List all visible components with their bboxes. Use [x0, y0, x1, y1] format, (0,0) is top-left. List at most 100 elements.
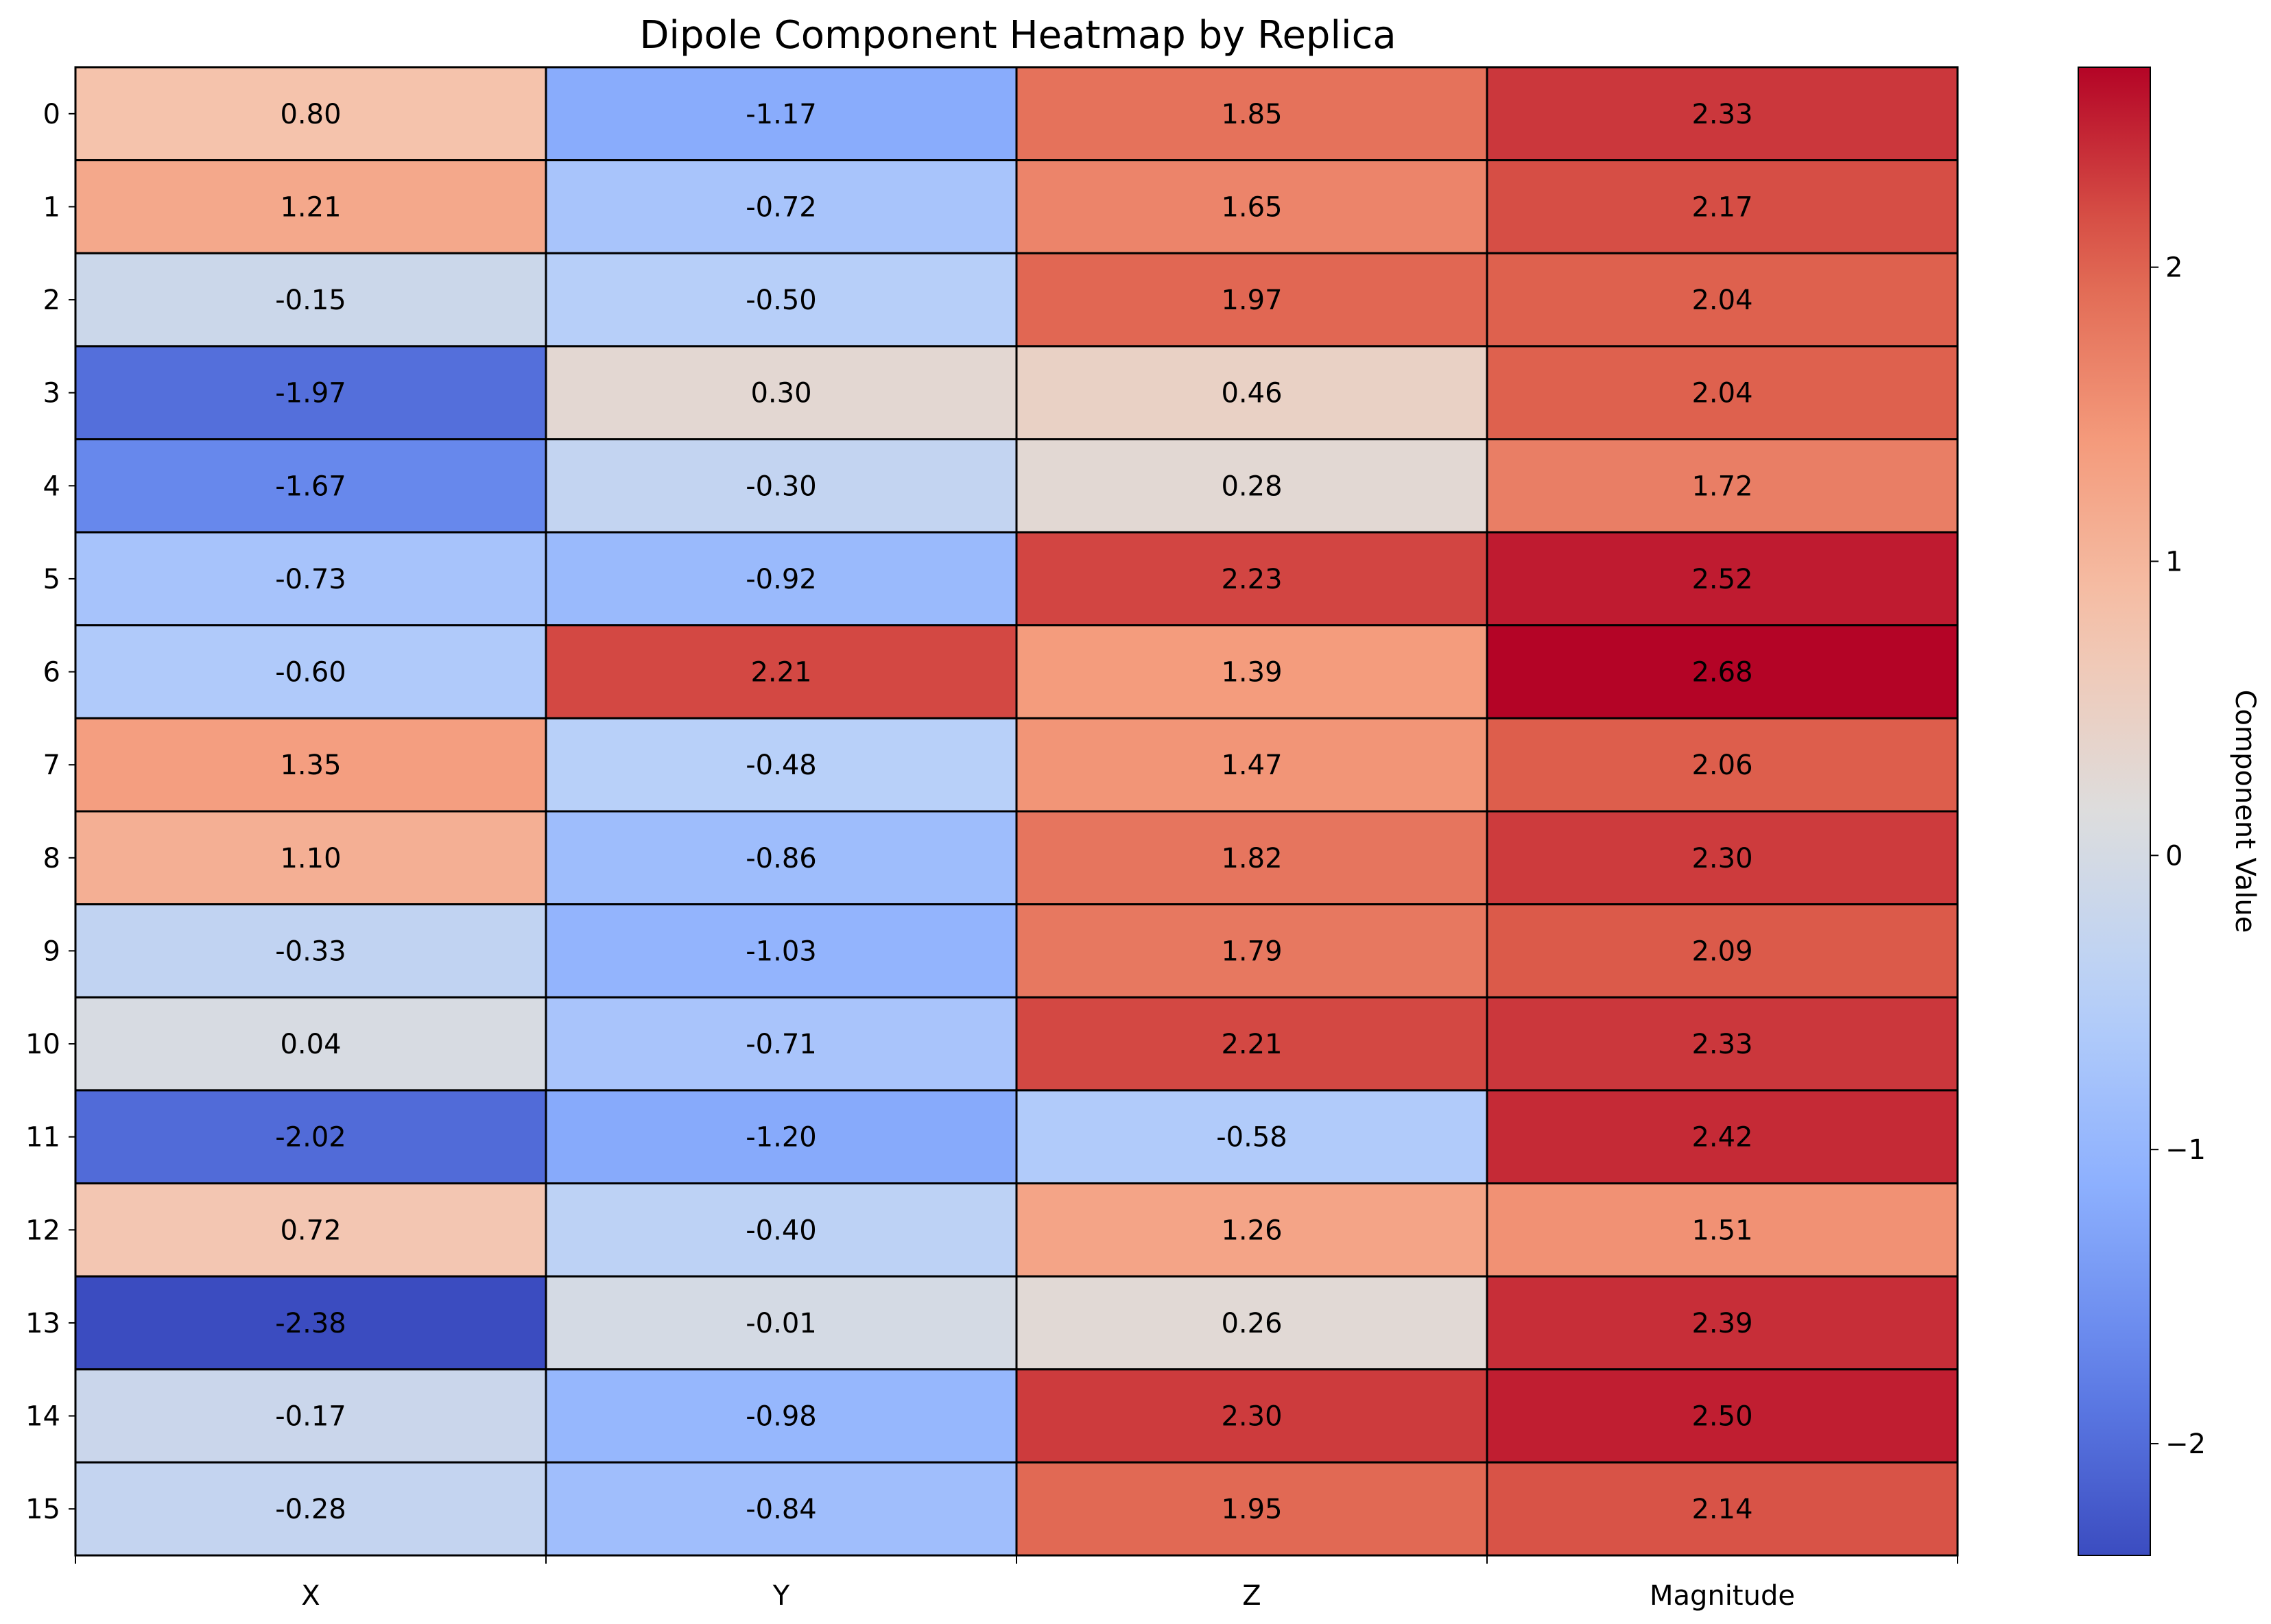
cell-value-label: -0.58 [1216, 1122, 1287, 1154]
chart-title: Dipole Component Heatmap by Replica [639, 13, 1396, 58]
heatmap-cell [1015, 810, 1488, 906]
cell-value-label: 1.82 [1221, 843, 1282, 874]
cell-value-label: 2.52 [1691, 564, 1752, 595]
heatmap-cell [1015, 531, 1488, 627]
cell-value-label: -0.73 [275, 564, 346, 595]
cell-value-label: 1.26 [1221, 1215, 1282, 1246]
heatmap-cell [1015, 1182, 1488, 1278]
cell-value-label: 2.04 [1691, 378, 1752, 409]
cell-value-label: -2.02 [275, 1122, 346, 1154]
row-tick-label: 13 [25, 1308, 60, 1339]
heatmap-cell [1486, 159, 1959, 254]
colorbar-label: Component Value [2229, 690, 2261, 933]
heatmap-cell [1015, 996, 1488, 1092]
heatmap-cell [74, 66, 547, 162]
cell-value-label: -0.33 [275, 935, 346, 967]
cell-value-label: 1.21 [280, 191, 341, 223]
heatmap-cell [1015, 1275, 1488, 1371]
heatmap-cell [545, 345, 1018, 440]
cell-value-label: -0.92 [746, 564, 817, 595]
heatmap-cells: 0.80 -1.17 1.85 2.33 1.21 -0.72 1.65 2.17 -0.15 -… [74, 66, 1959, 1557]
cell-value-label: 1.47 [1221, 750, 1282, 781]
cell-value-label: 0.04 [280, 1029, 341, 1060]
row-tick-label: 7 [43, 750, 60, 781]
cell-value-label: -0.17 [275, 1401, 346, 1433]
heatmap-cell [1015, 1368, 1488, 1464]
cell-value-label: 2.68 [1691, 657, 1752, 689]
heatmap-cell [545, 66, 1018, 162]
column-tick-label: Z [1242, 1580, 1261, 1612]
cell-value-label: -0.60 [275, 657, 346, 689]
cell-value-label: 2.09 [1691, 935, 1752, 967]
cell-value-label: 2.06 [1691, 750, 1752, 781]
heatmap-cell [1486, 531, 1959, 627]
cell-value-label: -1.97 [275, 378, 346, 409]
cell-value-label: 0.80 [280, 99, 341, 130]
row-tick-label: 3 [43, 378, 60, 409]
cell-value-label: -0.84 [746, 1494, 817, 1525]
cell-value-label: 1.95 [1221, 1494, 1282, 1525]
cell-value-label: 1.97 [1221, 285, 1282, 316]
cell-value-label: 2.39 [1691, 1308, 1752, 1339]
heatmap-cell [1486, 810, 1959, 906]
heatmap-cell [545, 1182, 1018, 1278]
row-tick-label: 2 [43, 285, 60, 316]
heatmap-cell [1486, 624, 1959, 719]
heatmap-cell [1486, 438, 1959, 534]
cell-value-label: -0.28 [275, 1494, 346, 1525]
heatmap-cell [74, 717, 547, 813]
cell-value-label: -0.72 [746, 191, 817, 223]
row-tick-label: 5 [43, 564, 60, 595]
cell-value-label: 0.30 [750, 378, 811, 409]
heatmap-cell [74, 903, 547, 999]
heatmap-cell [545, 1275, 1018, 1371]
cell-value-label: 1.35 [280, 750, 341, 781]
cell-value-label: -0.86 [746, 843, 817, 874]
heatmap-cell [74, 1089, 547, 1184]
heatmap-cell [1015, 717, 1488, 813]
colorbar-tick-label: −2 [2165, 1429, 2206, 1460]
cell-value-label: -1.03 [746, 935, 817, 967]
cell-value-label: 2.04 [1691, 285, 1752, 316]
cell-value-label: -0.50 [746, 285, 817, 316]
column-tick-label: Magnitude [1650, 1580, 1795, 1612]
colorbar-ticks: −2 −1 0 1 2 [2150, 252, 2206, 1460]
heatmap-cell [1486, 252, 1959, 348]
heatmap-cell [74, 1182, 547, 1278]
heatmap-cell [74, 1461, 547, 1557]
cell-value-label: 0.46 [1221, 378, 1282, 409]
heatmap-cell [1015, 438, 1488, 534]
cell-value-label: -0.01 [746, 1308, 817, 1339]
heatmap-cell [1486, 1275, 1959, 1371]
cell-value-label: 0.72 [280, 1215, 341, 1246]
heatmap-cell [545, 903, 1018, 999]
cell-value-label: 2.30 [1691, 843, 1752, 874]
row-tick-label: 10 [25, 1029, 60, 1060]
row-tick-label: 11 [25, 1122, 60, 1154]
heatmap-cell [545, 1089, 1018, 1184]
cell-value-label: -0.30 [746, 470, 817, 502]
cell-value-label: 2.14 [1691, 1494, 1752, 1525]
cell-value-label: 1.39 [1221, 657, 1282, 689]
heatmap-cell [1486, 1182, 1959, 1278]
cell-value-label: 2.17 [1691, 191, 1752, 223]
cell-value-label: 2.33 [1691, 1029, 1752, 1060]
heatmap-cell [1486, 345, 1959, 440]
heatmap-cell [545, 252, 1018, 348]
heatmap-cell [1015, 624, 1488, 719]
row-tick-label: 6 [43, 657, 60, 689]
colorbar-tick-label: 1 [2165, 546, 2183, 577]
row-tick-label: 12 [25, 1215, 60, 1246]
heatmap-cell [1486, 903, 1959, 999]
cell-value-label: 2.21 [750, 657, 811, 689]
column-tick-label: X [301, 1580, 320, 1612]
cell-value-label: 2.30 [1221, 1401, 1282, 1433]
heatmap-cell [545, 438, 1018, 534]
row-tick-label: 9 [43, 935, 60, 967]
row-tick-label: 15 [25, 1494, 60, 1525]
cell-value-label: 1.51 [1691, 1215, 1752, 1246]
column-tick-labels: X Y Z Magnitude [75, 1555, 1958, 1612]
colorbar-tick-label: 2 [2165, 252, 2183, 284]
heatmap-cell [74, 624, 547, 719]
cell-value-label: 2.42 [1691, 1122, 1752, 1154]
